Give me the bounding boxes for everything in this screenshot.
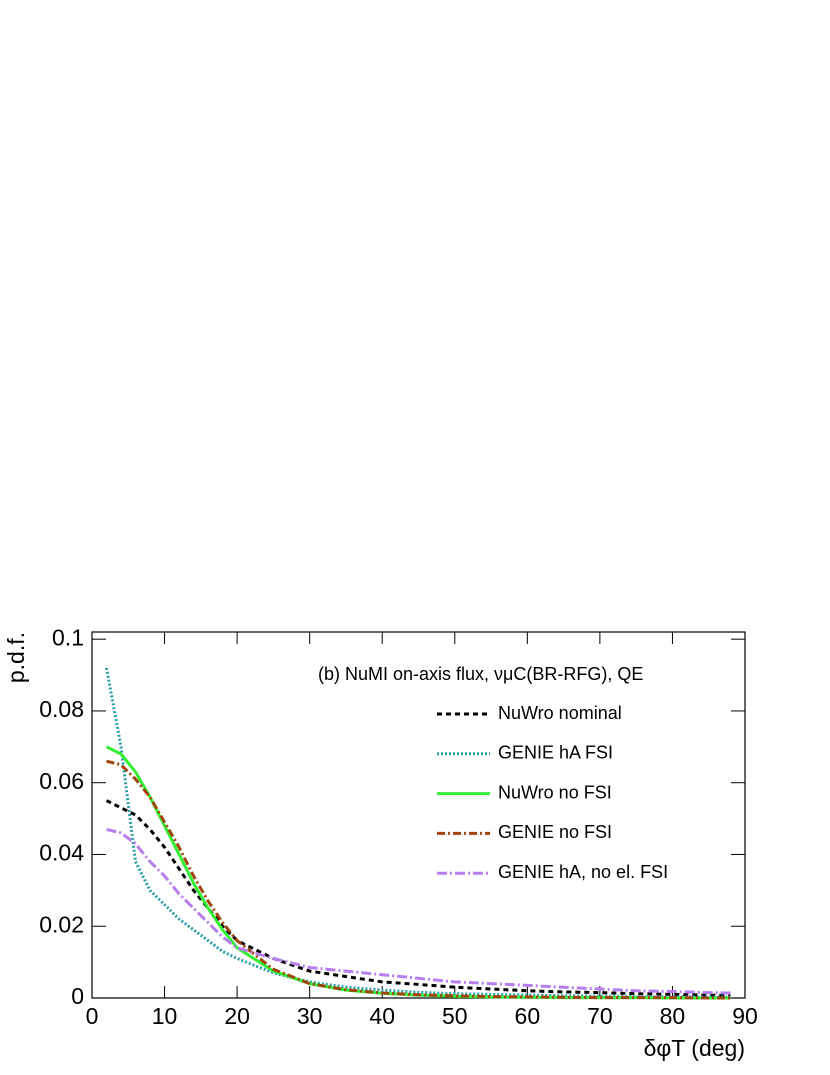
- x-axis-label: δφT (deg): [644, 1035, 745, 1061]
- x-tick-label: 30: [297, 1003, 323, 1029]
- y-tick-label: 0: [71, 983, 84, 1009]
- x-tick-label: 40: [369, 1003, 395, 1029]
- legend-label: GENIE hA FSI: [498, 743, 613, 763]
- legend-label: GENIE hA, no el. FSI: [498, 862, 668, 882]
- plot-frame: [91, 631, 746, 999]
- x-tick-label: 10: [152, 1003, 178, 1029]
- x-tick-label: 50: [442, 1003, 468, 1029]
- x-tick-label: 20: [224, 1003, 250, 1029]
- y-axis-label: p.d.f.: [3, 632, 29, 683]
- legend-label: NuWro no FSI: [498, 782, 612, 802]
- series-line: [105, 667, 731, 999]
- series-line: [106, 827, 731, 995]
- x-tick-label: 90: [732, 1003, 758, 1029]
- series-line: [105, 799, 731, 997]
- y-tick-label: 0.04: [39, 840, 84, 866]
- x-tick-label: 80: [660, 1003, 686, 1029]
- x-tick-label: 60: [515, 1003, 541, 1029]
- x-tick-label: 70: [587, 1003, 613, 1029]
- series-line: [106, 759, 731, 1000]
- legend-label: NuWro nominal: [498, 703, 622, 723]
- y-tick-label: 0.02: [39, 911, 84, 937]
- legend-label: GENIE no FSI: [498, 822, 612, 842]
- annotation: (b) NuMI on-axis flux, νμC(BR-RFG), QE: [318, 664, 643, 684]
- y-tick-label: 0.06: [39, 768, 84, 794]
- x-tick-label: 0: [86, 1003, 99, 1029]
- y-tick-label: 0.08: [39, 696, 84, 722]
- y-tick-label: 0.1: [52, 624, 84, 650]
